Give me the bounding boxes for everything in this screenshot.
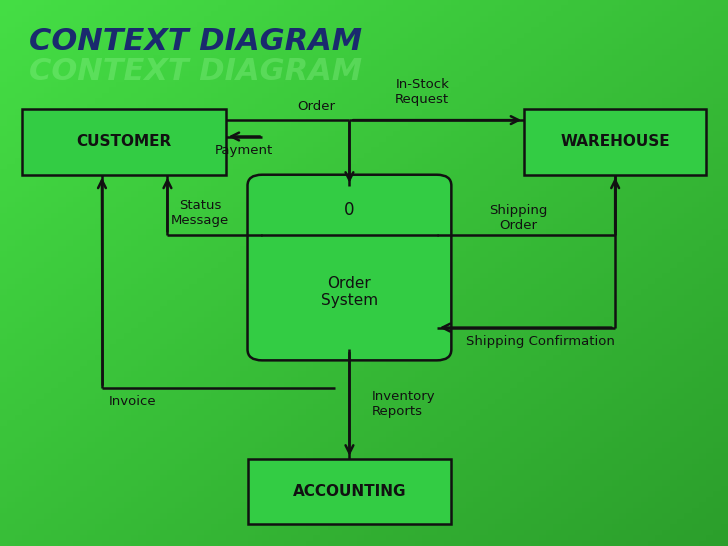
Text: Inventory
Reports: Inventory Reports bbox=[371, 390, 435, 418]
FancyBboxPatch shape bbox=[248, 175, 451, 360]
Text: Payment: Payment bbox=[215, 144, 273, 157]
Text: WAREHOUSE: WAREHOUSE bbox=[561, 134, 670, 150]
FancyBboxPatch shape bbox=[524, 109, 706, 175]
Text: Order: Order bbox=[298, 100, 336, 113]
Text: In-Stock
Request: In-Stock Request bbox=[395, 79, 449, 106]
Text: Invoice: Invoice bbox=[109, 395, 157, 408]
Text: 0: 0 bbox=[344, 201, 355, 219]
Text: CONTEXT DIAGRAM: CONTEXT DIAGRAM bbox=[29, 27, 363, 56]
Text: Shipping
Order: Shipping Order bbox=[489, 204, 548, 233]
Text: CONTEXT DIAGRAM: CONTEXT DIAGRAM bbox=[29, 57, 363, 86]
Text: Order
System: Order System bbox=[321, 276, 378, 308]
Text: ACCOUNTING: ACCOUNTING bbox=[293, 484, 406, 499]
Text: Status
Message: Status Message bbox=[171, 199, 229, 227]
Text: Shipping Confirmation: Shipping Confirmation bbox=[466, 335, 615, 348]
FancyBboxPatch shape bbox=[248, 459, 451, 524]
FancyBboxPatch shape bbox=[22, 109, 226, 175]
Text: CUSTOMER: CUSTOMER bbox=[76, 134, 171, 150]
